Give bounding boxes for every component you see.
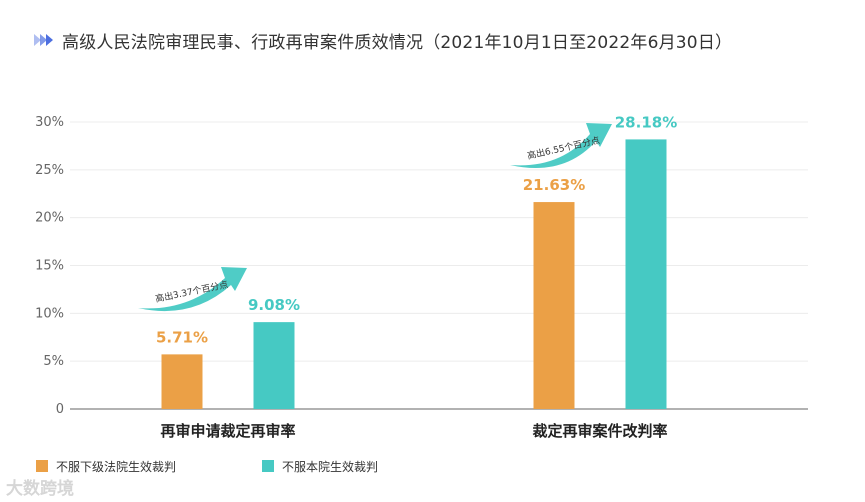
- legend-swatch: [262, 460, 274, 472]
- legend-item: 不服下级法院生效裁判: [36, 459, 176, 474]
- arrow-shape: [510, 123, 612, 168]
- bar: [253, 322, 295, 409]
- double-chevron-icon: [34, 31, 53, 50]
- data-label: 5.71%: [156, 328, 208, 346]
- y-axis: 0 5% 10% 15% 20% 25% 30%: [35, 115, 808, 417]
- bar: [161, 354, 203, 409]
- y-tick-label: 15%: [35, 259, 64, 274]
- category-label: 再审申请裁定再审率: [160, 422, 295, 440]
- data-label: 21.63%: [523, 176, 585, 194]
- data-label: 9.08%: [248, 296, 300, 314]
- y-tick-label: 10%: [35, 306, 64, 321]
- increase-arrow-icon: 高出3.37个百分点: [138, 267, 247, 312]
- grid-lines: [70, 121, 808, 362]
- y-tick-label: 5%: [43, 354, 64, 369]
- legend-label: 不服下级法院生效裁判: [56, 459, 176, 474]
- bar: [625, 139, 667, 410]
- increase-arrow-icon: 高出6.55个百分点: [510, 123, 612, 168]
- chart-header: 高级人民法院审理民事、行政再审案件质效情况（2021年10月1日至2022年6月…: [34, 28, 733, 53]
- legend-swatch: [36, 460, 48, 472]
- y-tick-label: 0: [56, 402, 64, 417]
- chart-title: 高级人民法院审理民事、行政再审案件质效情况（2021年10月1日至2022年6月…: [62, 32, 733, 53]
- y-tick-label: 30%: [35, 115, 64, 130]
- bar: [533, 202, 575, 409]
- y-tick-label: 20%: [35, 211, 64, 226]
- legend: 不服下级法院生效裁判 不服本院生效裁判: [36, 459, 378, 474]
- x-axis-labels: 再审申请裁定再审率 裁定再审案件改判率: [160, 422, 667, 440]
- watermark: 大数跨境: [6, 479, 74, 499]
- data-label: 28.18%: [615, 113, 677, 131]
- bars: 5.71% 9.08% 21.63% 28.18%: [156, 113, 677, 410]
- y-tick-label: 25%: [35, 163, 64, 178]
- arrow-shape: [138, 267, 247, 312]
- legend-item: 不服本院生效裁判: [262, 459, 378, 474]
- legend-label: 不服本院生效裁判: [282, 459, 378, 474]
- category-label: 裁定再审案件改判率: [532, 422, 667, 440]
